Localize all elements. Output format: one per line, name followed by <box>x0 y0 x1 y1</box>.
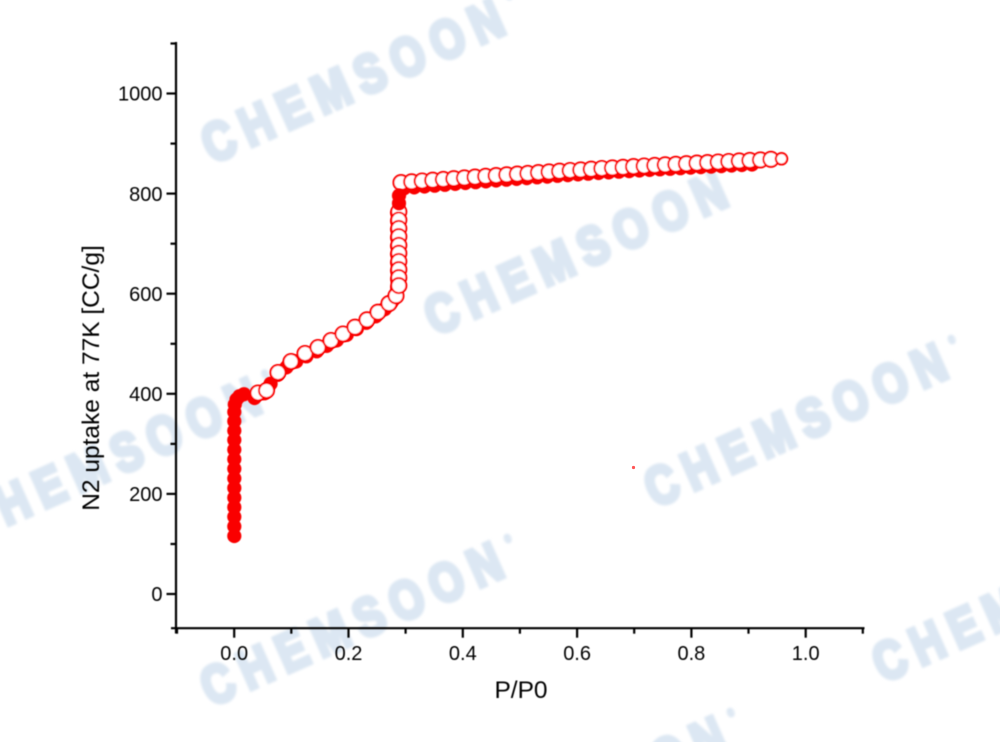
svg-text:400: 400 <box>129 384 162 406</box>
svg-text:1.0: 1.0 <box>792 643 820 665</box>
svg-text:0.8: 0.8 <box>677 643 705 665</box>
svg-text:0.0: 0.0 <box>220 643 248 665</box>
svg-text:0.2: 0.2 <box>335 643 363 665</box>
svg-text:P/P0: P/P0 <box>494 677 547 704</box>
svg-text:1000: 1000 <box>118 84 163 106</box>
svg-text:0.6: 0.6 <box>563 643 591 665</box>
svg-text:N2 uptake at 77K [CC/g]: N2 uptake at 77K [CC/g] <box>78 245 105 511</box>
svg-text:0.4: 0.4 <box>449 643 477 665</box>
svg-text:0: 0 <box>151 584 162 606</box>
svg-text:600: 600 <box>129 284 162 306</box>
svg-text:200: 200 <box>129 484 162 506</box>
svg-text:800: 800 <box>129 184 162 206</box>
